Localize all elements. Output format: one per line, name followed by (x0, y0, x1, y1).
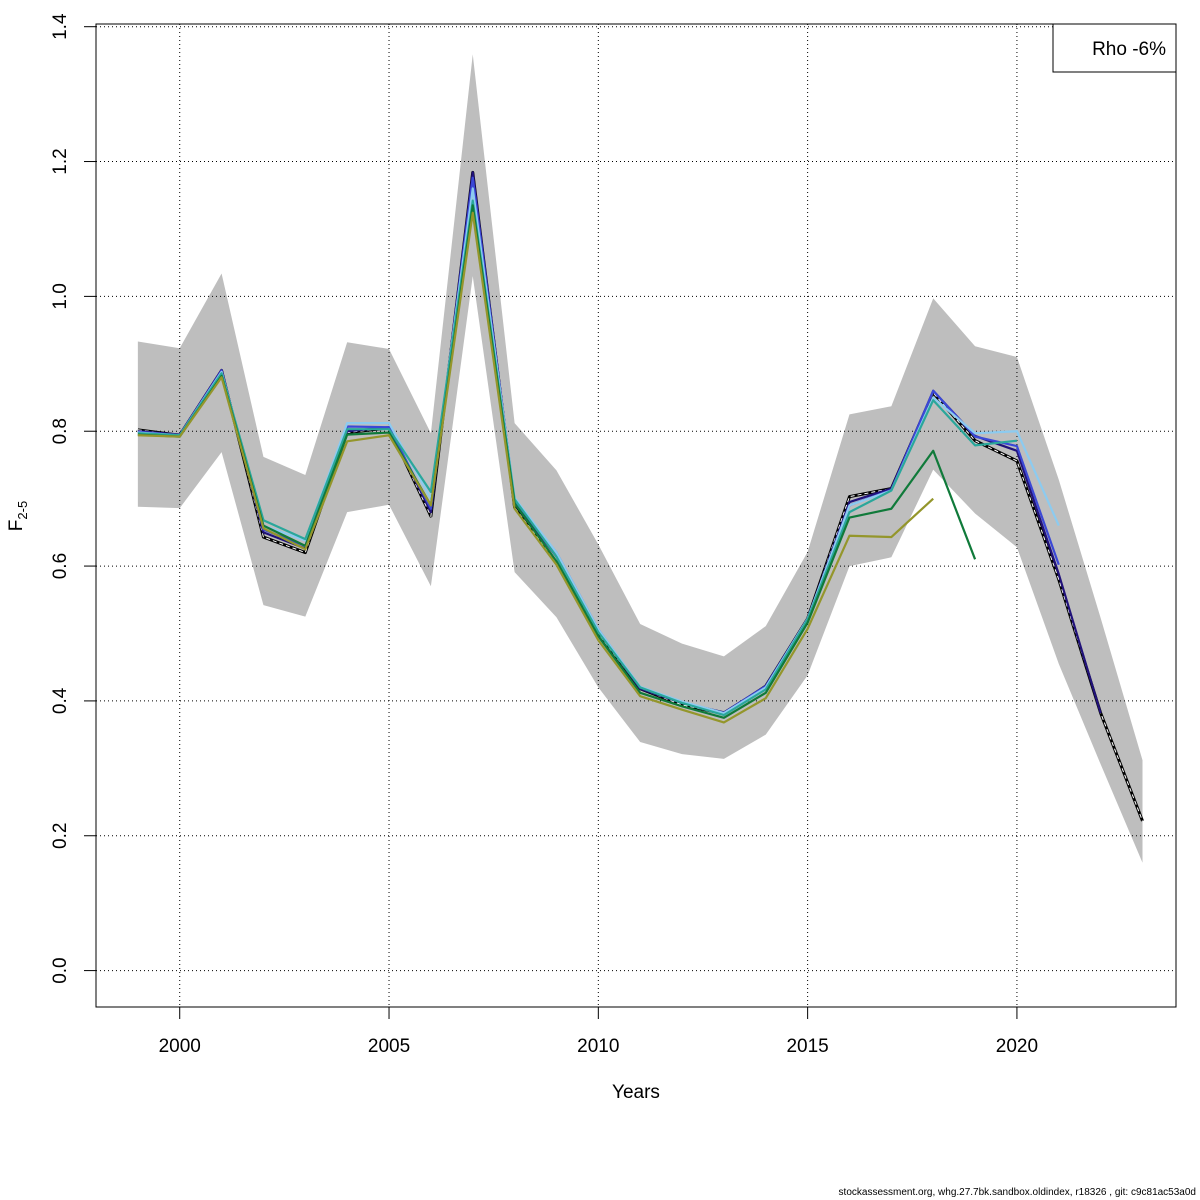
x-tick-label: 2010 (577, 1036, 619, 1057)
x-axis-title: Years (612, 1082, 660, 1103)
x-tick-label: 2015 (786, 1036, 828, 1057)
y-axis: 0.0 0.2 0.4 0.6 0.8 1.0 1.2 1.4 (50, 13, 97, 984)
y-tick-label: 1.0 (50, 283, 71, 309)
y-axis-title-subscript: 2-5 (15, 501, 30, 520)
y-axis-title-main: F (6, 520, 27, 532)
confidence-band-layer (137, 54, 1143, 863)
x-tick-label: 2000 (159, 1036, 201, 1057)
y-tick-label: 0.0 (50, 957, 71, 983)
series-layer (137, 170, 1144, 822)
x-tick-label: 2020 (996, 1036, 1038, 1057)
y-axis-title: F2-5 (6, 501, 30, 531)
confidence-band (137, 54, 1143, 863)
legend-rho-label: Rho -6% (1092, 39, 1166, 60)
series-line-6 (137, 211, 934, 724)
y-tick-label: 1.2 (50, 148, 71, 174)
footer-source-text: stockassessment.org, whg.27.7bk.sandbox.… (838, 1187, 1196, 1198)
x-tick-label: 2005 (368, 1036, 410, 1057)
legend: Rho -6% (1052, 23, 1177, 73)
x-axis: 2000 2005 2010 2015 2020 (159, 1006, 1038, 1057)
y-tick-label: 0.2 (50, 823, 71, 849)
y-tick-label: 0.6 (50, 553, 71, 579)
series-line-5 (137, 204, 977, 719)
legend-box (1052, 23, 1177, 73)
grid-layer (96, 24, 1176, 1007)
y-tick-label: 1.4 (50, 13, 71, 40)
y-tick-label: 0.4 (50, 687, 71, 714)
y-tick-label: 0.8 (50, 418, 71, 444)
series-line-4 (137, 199, 1018, 717)
